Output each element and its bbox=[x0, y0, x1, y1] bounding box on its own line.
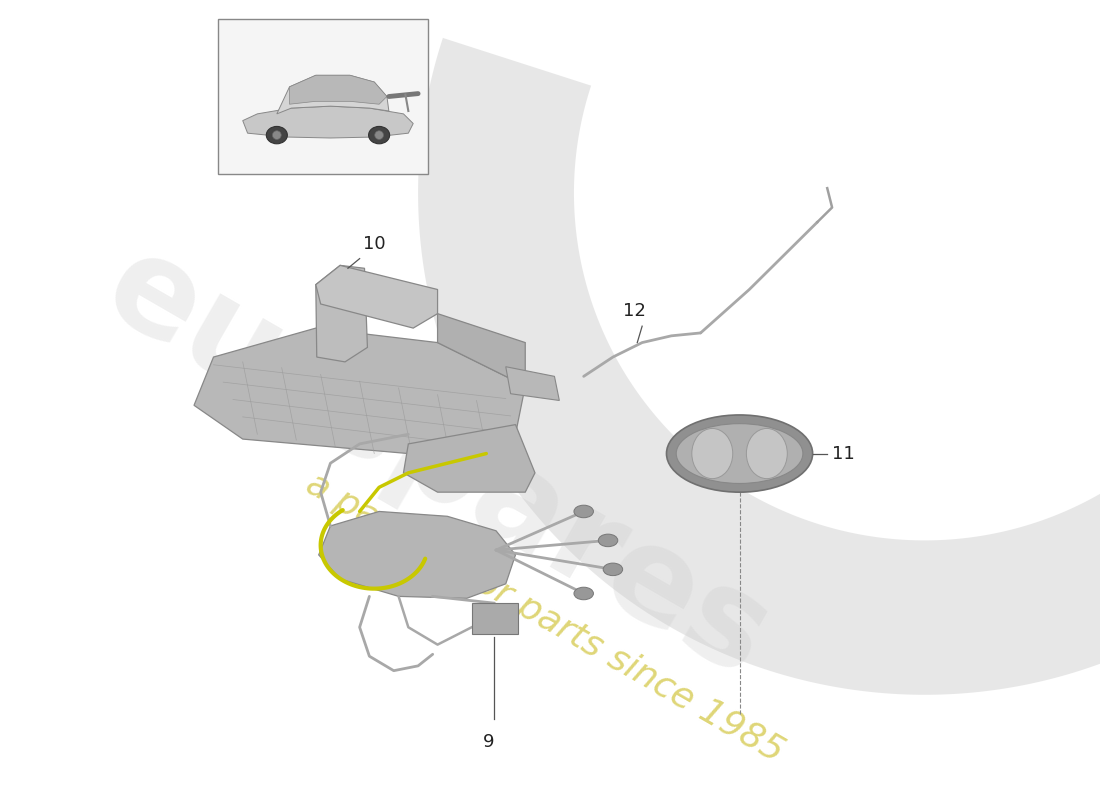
Ellipse shape bbox=[266, 126, 287, 144]
Ellipse shape bbox=[603, 563, 623, 576]
Ellipse shape bbox=[574, 505, 593, 518]
Polygon shape bbox=[316, 266, 367, 362]
Ellipse shape bbox=[574, 587, 593, 600]
Ellipse shape bbox=[598, 534, 618, 546]
Polygon shape bbox=[438, 314, 525, 386]
Ellipse shape bbox=[368, 126, 389, 144]
Bar bbox=[472, 603, 518, 634]
Bar bbox=[219, 19, 428, 174]
Text: 10: 10 bbox=[363, 235, 385, 253]
Polygon shape bbox=[243, 106, 414, 138]
Ellipse shape bbox=[692, 429, 733, 478]
Text: 11: 11 bbox=[832, 445, 855, 462]
Ellipse shape bbox=[375, 130, 384, 139]
Text: 9: 9 bbox=[483, 734, 494, 751]
Ellipse shape bbox=[273, 130, 282, 139]
Ellipse shape bbox=[676, 424, 803, 483]
Polygon shape bbox=[404, 425, 535, 492]
Ellipse shape bbox=[747, 429, 788, 478]
Polygon shape bbox=[277, 75, 389, 114]
Polygon shape bbox=[506, 366, 559, 401]
Ellipse shape bbox=[667, 415, 813, 492]
Polygon shape bbox=[319, 511, 516, 598]
Polygon shape bbox=[316, 266, 438, 328]
Polygon shape bbox=[194, 328, 525, 454]
Text: 12: 12 bbox=[623, 302, 646, 320]
Polygon shape bbox=[418, 38, 1100, 695]
Polygon shape bbox=[289, 75, 387, 104]
Text: eurspares: eurspares bbox=[84, 222, 792, 704]
Text: a passion for parts since 1985: a passion for parts since 1985 bbox=[300, 466, 790, 769]
